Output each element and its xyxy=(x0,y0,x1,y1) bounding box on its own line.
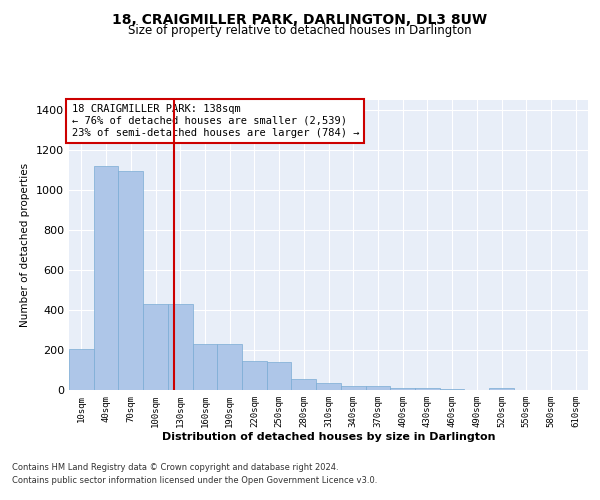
Bar xyxy=(267,362,292,390)
Bar xyxy=(118,171,143,390)
Bar xyxy=(69,349,94,390)
Bar xyxy=(489,388,514,390)
Text: Contains HM Land Registry data © Crown copyright and database right 2024.: Contains HM Land Registry data © Crown c… xyxy=(12,462,338,471)
Bar xyxy=(415,388,440,390)
Bar xyxy=(365,386,390,390)
Bar xyxy=(143,304,168,390)
Text: 18 CRAIGMILLER PARK: 138sqm
← 76% of detached houses are smaller (2,539)
23% of : 18 CRAIGMILLER PARK: 138sqm ← 76% of det… xyxy=(71,104,359,138)
Text: Distribution of detached houses by size in Darlington: Distribution of detached houses by size … xyxy=(162,432,496,442)
Text: Contains public sector information licensed under the Open Government Licence v3: Contains public sector information licen… xyxy=(12,476,377,485)
Bar xyxy=(193,344,217,390)
Bar xyxy=(217,344,242,390)
Text: 18, CRAIGMILLER PARK, DARLINGTON, DL3 8UW: 18, CRAIGMILLER PARK, DARLINGTON, DL3 8U… xyxy=(112,12,488,26)
Y-axis label: Number of detached properties: Number of detached properties xyxy=(20,163,31,327)
Bar xyxy=(292,379,316,390)
Bar xyxy=(341,386,365,390)
Bar xyxy=(316,383,341,390)
Bar xyxy=(440,389,464,390)
Bar xyxy=(168,304,193,390)
Text: Size of property relative to detached houses in Darlington: Size of property relative to detached ho… xyxy=(128,24,472,37)
Bar xyxy=(242,362,267,390)
Bar xyxy=(390,388,415,390)
Bar xyxy=(94,166,118,390)
